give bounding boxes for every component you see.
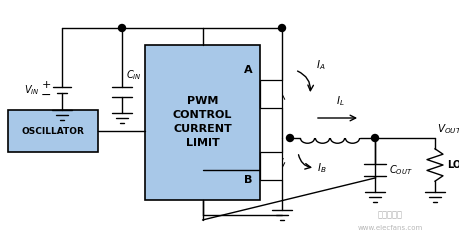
Text: +: + — [41, 80, 50, 90]
Text: $I_L$: $I_L$ — [336, 94, 344, 108]
Text: LIMIT: LIMIT — [185, 137, 219, 147]
Text: $V_{OUT}$: $V_{OUT}$ — [437, 122, 459, 136]
Text: PWM: PWM — [187, 96, 218, 106]
Text: www.elecfans.com: www.elecfans.com — [358, 225, 423, 231]
Bar — [260, 80, 282, 108]
Text: LOAD: LOAD — [447, 160, 459, 170]
Text: $I_A$: $I_A$ — [316, 58, 325, 72]
Text: $V_{IN}$: $V_{IN}$ — [24, 83, 40, 97]
Circle shape — [371, 135, 379, 142]
Text: A: A — [244, 65, 252, 75]
Circle shape — [279, 24, 285, 32]
Text: B: B — [244, 175, 252, 185]
Text: 电子发烧友: 电子发烧友 — [377, 210, 403, 220]
Text: CONTROL: CONTROL — [173, 110, 232, 120]
Circle shape — [118, 24, 125, 32]
Bar — [8, 110, 98, 152]
Text: CURRENT: CURRENT — [173, 123, 232, 134]
Bar — [260, 152, 282, 180]
Text: $C_{OUT}$: $C_{OUT}$ — [389, 163, 413, 177]
Text: $I_B$: $I_B$ — [317, 161, 327, 175]
Text: −: − — [41, 88, 51, 101]
Circle shape — [286, 135, 293, 142]
Text: $V_{SW}$: $V_{SW}$ — [265, 152, 285, 166]
Text: $C_{IN}$: $C_{IN}$ — [126, 68, 142, 82]
Text: OSCILLATOR: OSCILLATOR — [22, 126, 84, 135]
Bar — [145, 45, 260, 200]
